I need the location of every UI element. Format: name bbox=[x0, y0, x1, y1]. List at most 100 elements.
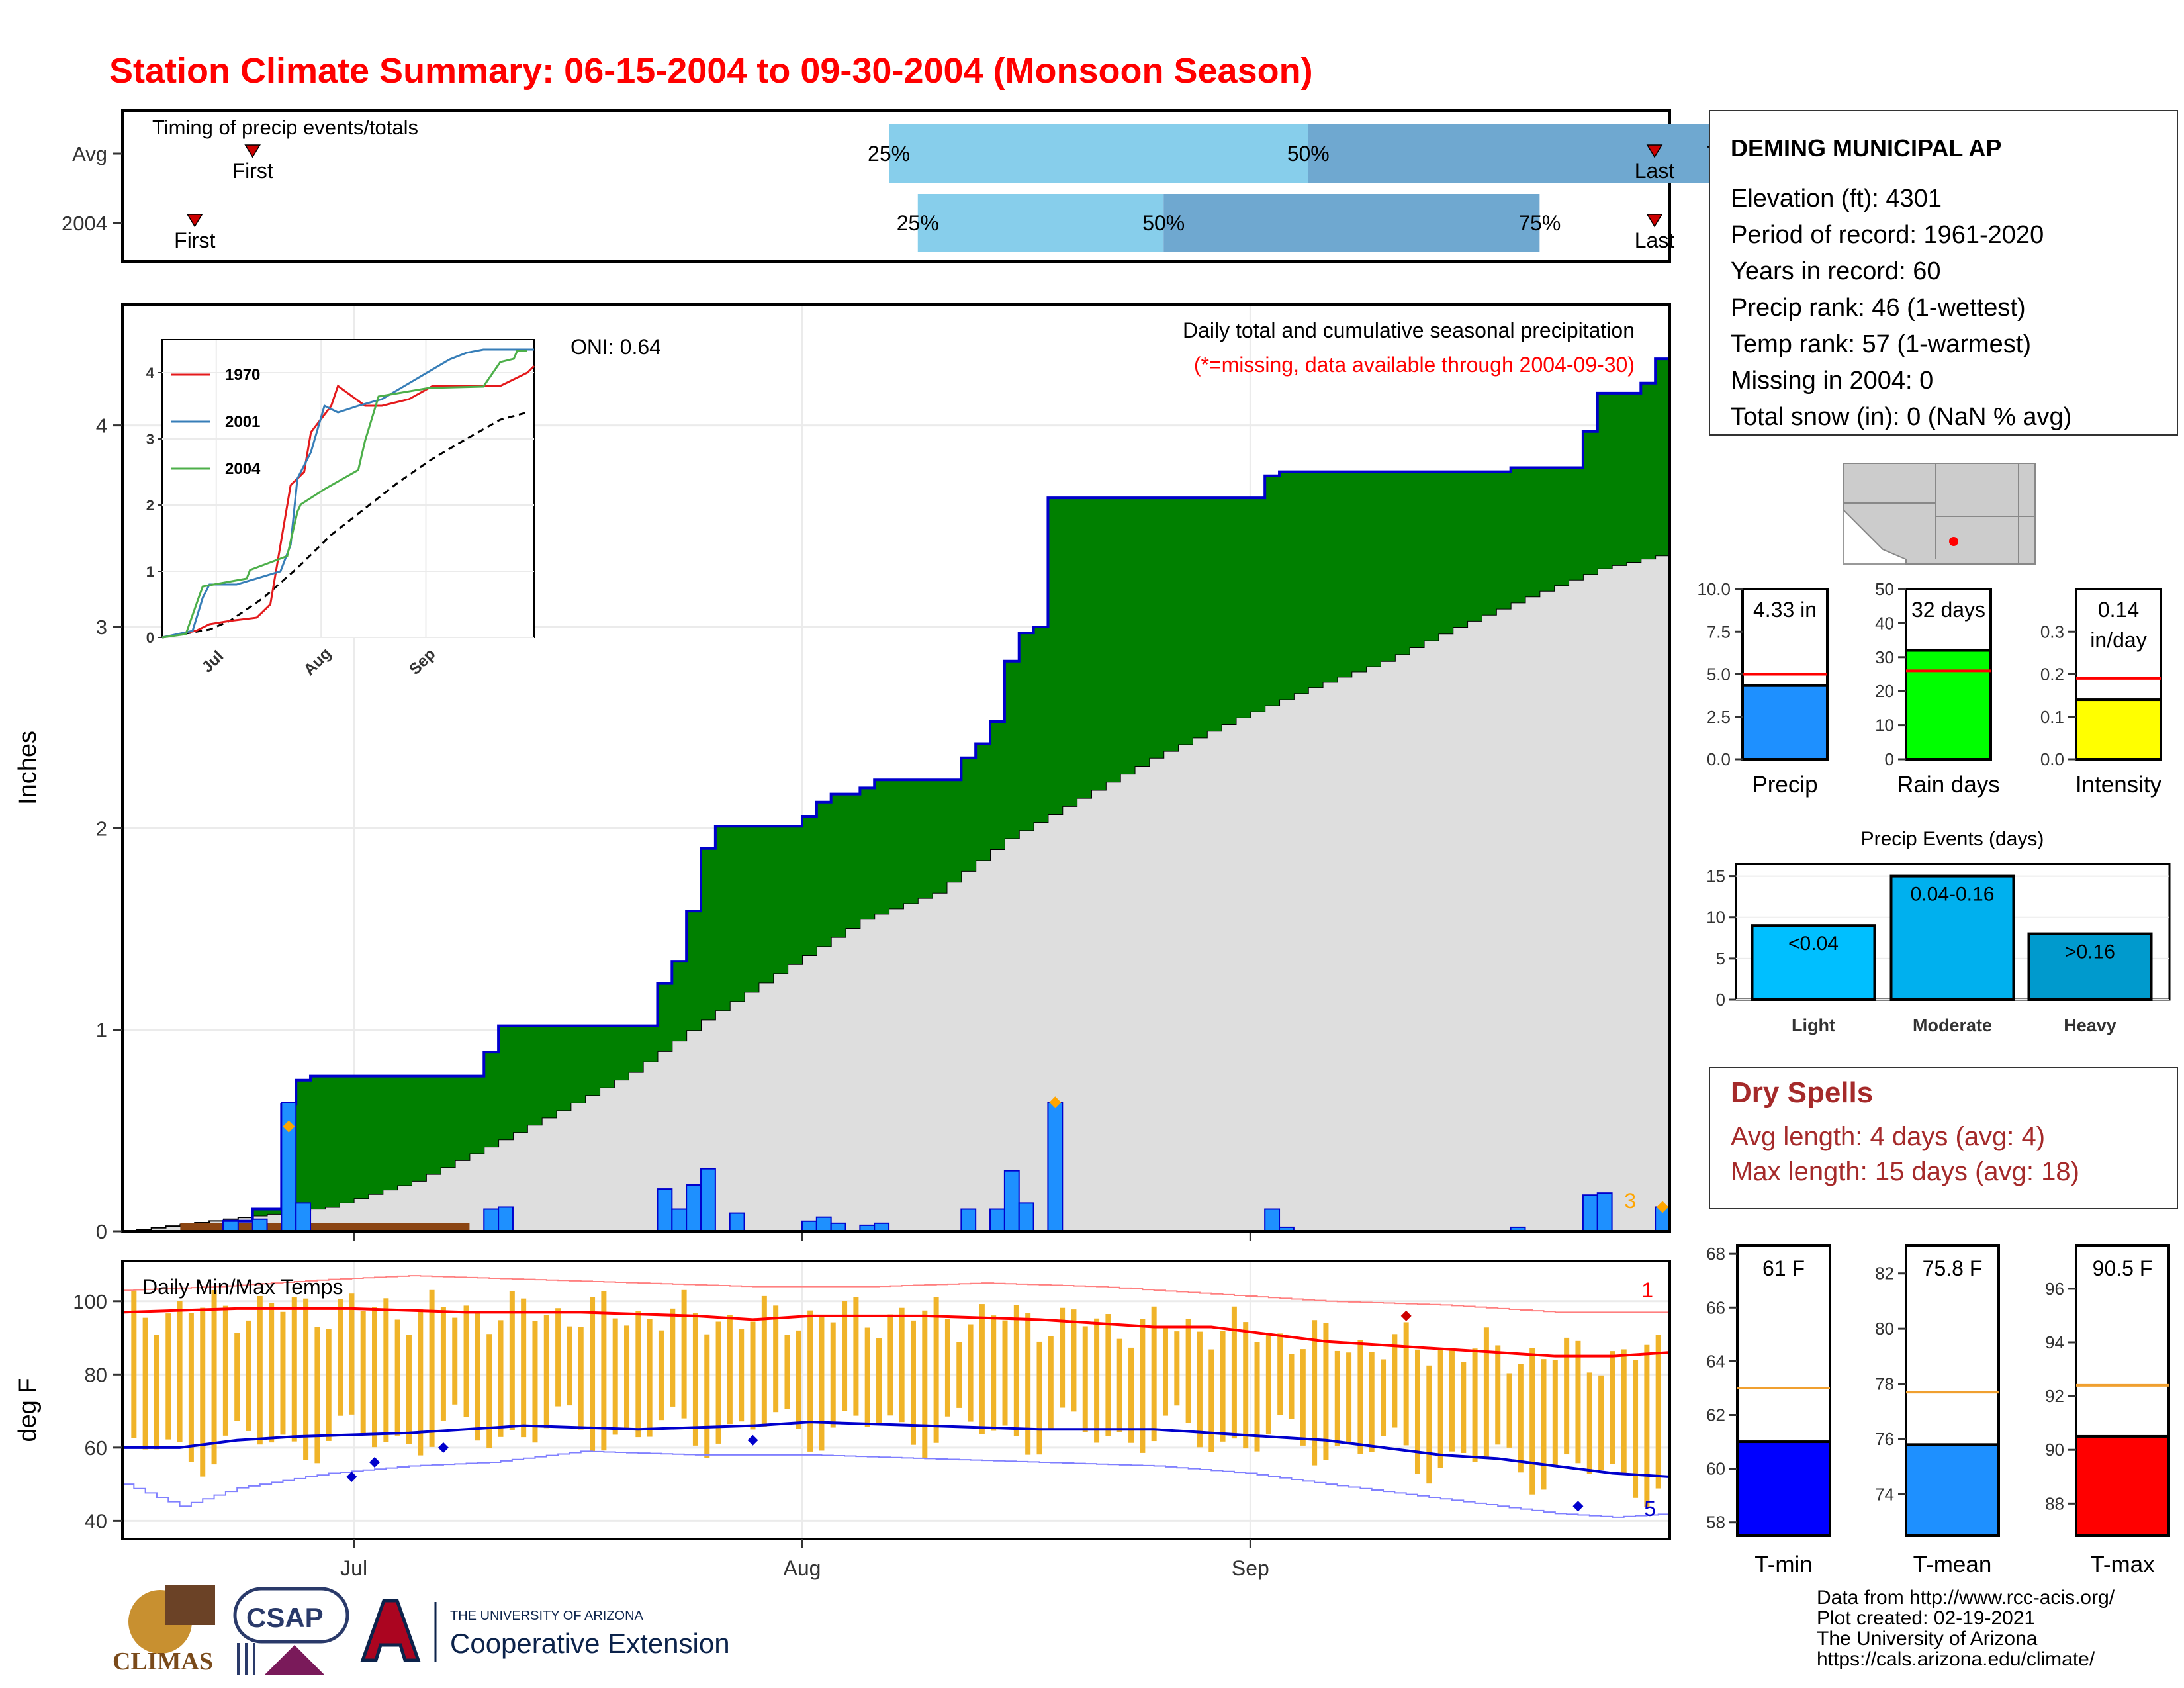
temp-xtick-label: Aug bbox=[784, 1556, 821, 1580]
timing-row-label: 2004 bbox=[62, 212, 107, 235]
daily-precip-bar bbox=[700, 1168, 716, 1233]
climas-wordmark: CLIMAS bbox=[113, 1648, 213, 1675]
daily-temp-bar bbox=[1392, 1334, 1398, 1428]
daily-temp-bar bbox=[692, 1313, 698, 1446]
season-ytick-label: 10 bbox=[1875, 716, 1894, 735]
daily-temp-bar bbox=[1529, 1348, 1535, 1495]
daily-temp-bar bbox=[1243, 1322, 1249, 1449]
timing-q1-bar bbox=[889, 124, 1308, 183]
season-bar bbox=[1741, 684, 1829, 761]
daily-temp-bar bbox=[1449, 1348, 1455, 1452]
surplus-area-fill bbox=[122, 359, 1670, 1232]
location-map bbox=[1843, 463, 2036, 565]
credit-line: Data from http://www.rcc-acis.org/ bbox=[1817, 1587, 2115, 1609]
temp-bar-ytick-label: 58 bbox=[1706, 1513, 1725, 1532]
daily-temp-bar bbox=[1403, 1322, 1409, 1446]
daily-temp-bar bbox=[1013, 1305, 1019, 1436]
temp-yticks: 40 60 80 100 bbox=[73, 1290, 122, 1532]
daily-temp-bar bbox=[1208, 1349, 1214, 1452]
daily-temp-bar bbox=[1140, 1319, 1146, 1453]
station-frame bbox=[1709, 110, 2178, 436]
logos: CLIMAS CSAP THE UNIVERSITY OF ARIZONA Co… bbox=[113, 1585, 730, 1675]
temp-bar-label: T-min bbox=[1754, 1552, 1813, 1577]
map-borders bbox=[1843, 463, 2035, 564]
season-bar bbox=[2075, 698, 2162, 761]
timing-last-marker bbox=[1646, 214, 1663, 228]
daily-precip-bar bbox=[729, 1212, 745, 1232]
precip-yticks: 0 1 2 3 4 bbox=[96, 414, 122, 1243]
daily-temp-bar bbox=[338, 1299, 343, 1416]
station-info: DEMING MUNICIPAL AP Elevation (ft): 4301… bbox=[1709, 110, 2178, 436]
daily-temp-bar bbox=[498, 1320, 504, 1437]
precip-events-chart: Precip Events (days) 0 5 10 15 <0.04 Light 0.04… bbox=[1706, 828, 2171, 1035]
temp-xticks: Jul Aug Sep bbox=[340, 1539, 1269, 1580]
daily-temp-bar bbox=[1185, 1319, 1191, 1423]
precip-panel: Inches 0 1 2 3 4 Daily total and cumulative … bbox=[14, 303, 1671, 1243]
daily-temp-bar bbox=[521, 1298, 527, 1438]
map-station-dot bbox=[1949, 537, 1958, 546]
daily-temp-bar bbox=[612, 1318, 618, 1435]
temp-content bbox=[122, 1275, 1670, 1518]
daily-precip-bar bbox=[657, 1188, 673, 1232]
record-low-marker bbox=[1572, 1501, 1584, 1512]
timing-row-label: Avg bbox=[72, 142, 107, 165]
daily-temp-bar bbox=[922, 1310, 928, 1458]
season-ytick-label: 0.1 bbox=[2040, 707, 2064, 727]
season-ytick-label: 30 bbox=[1875, 647, 1894, 667]
daily-temp-bar bbox=[1586, 1372, 1592, 1474]
temp-ytick-label: 60 bbox=[85, 1436, 107, 1460]
temp-bar-ytick-label: 76 bbox=[1875, 1429, 1894, 1449]
daily-temp-bar bbox=[291, 1297, 297, 1442]
season-ytick-label: 0 bbox=[1885, 749, 1894, 769]
daily-precip-bar bbox=[801, 1220, 817, 1232]
station-line: Temp rank: 57 (1-warmest) bbox=[1731, 330, 2031, 358]
daily-temp-bar bbox=[555, 1308, 561, 1407]
csap-wordmark: CSAP bbox=[246, 1602, 324, 1633]
daily-temp-bar bbox=[1437, 1350, 1443, 1468]
daily-temp-bar bbox=[842, 1301, 848, 1411]
avg-tmin-line bbox=[122, 1421, 1670, 1479]
temp-corner-low: 5 bbox=[1644, 1497, 1656, 1521]
station-line: Total snow (in): 0 (NaN % avg) bbox=[1731, 403, 2071, 431]
precip-corner-rank: 3 bbox=[1624, 1189, 1636, 1213]
daily-temp-bar bbox=[807, 1310, 813, 1452]
daily-temp-bar bbox=[429, 1289, 435, 1447]
season-ytick-label: 50 bbox=[1875, 579, 1894, 599]
daily-temp-bar bbox=[372, 1307, 378, 1448]
timing-p25: 25% bbox=[897, 211, 939, 235]
inset-xtick-label: Aug bbox=[300, 645, 335, 679]
season-ytick-label: 7.5 bbox=[1707, 622, 1731, 641]
daily-temp-bar bbox=[1633, 1360, 1639, 1498]
inset-ytick-label: 4 bbox=[146, 365, 155, 381]
events-ytick-label: 0 bbox=[1716, 990, 1725, 1009]
daily-temp-bar bbox=[1357, 1340, 1363, 1454]
csap-cloud bbox=[233, 1587, 349, 1644]
daily-temp-bar bbox=[1116, 1338, 1122, 1432]
record-markers bbox=[283, 1096, 1669, 1213]
daily-temp-bar bbox=[303, 1298, 309, 1460]
timing-q2-bar bbox=[1308, 124, 1728, 183]
inset-frame bbox=[161, 339, 535, 638]
daily-temp-bar bbox=[222, 1305, 228, 1436]
daily-temp-bar bbox=[864, 1327, 870, 1427]
events-category-label: Heavy bbox=[2064, 1015, 2116, 1035]
daily-temp-bar bbox=[1518, 1364, 1524, 1473]
daily-temp-bar bbox=[1105, 1314, 1111, 1436]
daily-temp-bar bbox=[1197, 1331, 1203, 1448]
daily-temp-bar bbox=[1094, 1318, 1100, 1443]
daily-precip-bar bbox=[222, 1220, 239, 1232]
inset-legend-label: 1970 bbox=[225, 366, 260, 384]
events-bar bbox=[2027, 932, 2153, 1001]
daily-precip-bar bbox=[1047, 1102, 1064, 1233]
daily-temp-bar bbox=[1575, 1340, 1581, 1464]
record-low-line bbox=[122, 1450, 1670, 1518]
daily-temp-bar bbox=[154, 1335, 159, 1450]
season-ytick-label: 20 bbox=[1875, 681, 1894, 701]
daily-temp-bar bbox=[681, 1289, 687, 1419]
season-bar-label: Precip bbox=[1752, 772, 1817, 798]
ua-a-mark bbox=[360, 1599, 421, 1662]
temp-chart-title: Daily Min/Max Temps bbox=[142, 1275, 343, 1299]
dry-spells-box: Dry Spells Avg length: 4 days (avg: 4) M… bbox=[1709, 1067, 2178, 1209]
events-bar bbox=[1751, 924, 1876, 1001]
events-category-label: Light bbox=[1792, 1015, 1835, 1035]
